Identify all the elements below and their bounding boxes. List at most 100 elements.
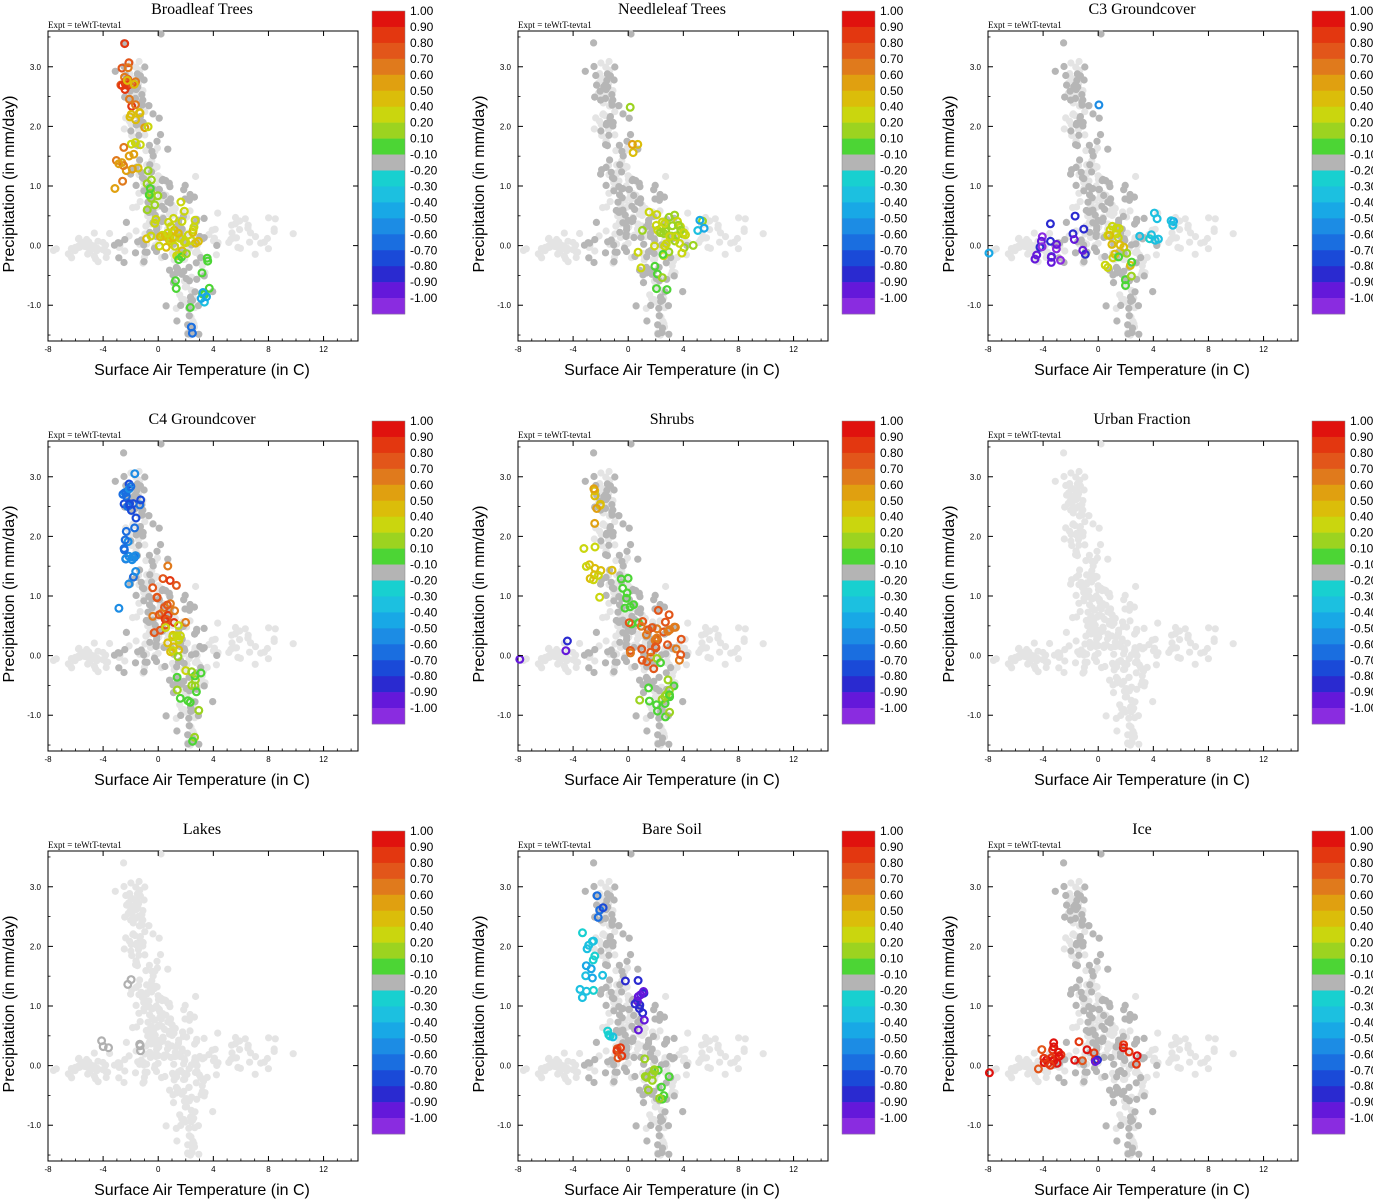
background-point [1211,215,1219,223]
panel-title: Shrubs [650,411,694,428]
neutral-point [608,501,616,509]
background-point [1069,110,1077,119]
background-point [560,229,568,237]
colorbar-label: -1.00 [880,701,908,715]
colorbar-label: 0.60 [1350,478,1373,492]
background-point [1108,611,1116,619]
background-point [140,896,148,904]
colorbar-label: -0.40 [880,605,908,619]
neutral-point [1127,241,1135,249]
colorbar-swatch [372,58,405,76]
neutral-point [1120,186,1128,194]
background-point [236,244,244,252]
neutral-point [610,486,618,494]
neutral-point [1085,141,1093,149]
colorbar-swatch [842,564,875,581]
colorbar-label: 0.50 [880,84,904,98]
background-point [612,632,620,640]
background-point [141,928,149,936]
background-point [711,215,719,223]
neutral-point [177,711,185,719]
neutral-point [615,551,623,559]
x-axis-label: Surface Air Temperature (in C) [564,362,780,379]
background-point [1102,712,1110,720]
background-point [203,663,211,671]
neutral-point [132,591,140,599]
neutral-point [619,152,627,160]
background-point [144,1018,152,1026]
data-point [650,241,660,251]
data-point [142,205,152,215]
background-point [662,172,670,181]
background-point [1055,664,1063,672]
colorbar-label: -0.30 [880,589,908,603]
data-point [153,191,163,201]
neutral-point [122,218,130,226]
background-point [1071,659,1080,667]
data-point [633,139,643,149]
y-tick-label: -1.0 [27,301,41,310]
background-point [1099,624,1107,633]
neutral-point [612,616,620,625]
background-point [159,1010,167,1018]
background-point [1167,645,1175,653]
data-point [628,148,638,158]
background-point [1138,262,1146,270]
colorbar-swatch [842,42,875,60]
y-tick-label: 3.0 [970,63,982,72]
background-point [1093,547,1101,555]
colorbar-label: -0.40 [1350,195,1373,209]
colorbar-swatch [842,154,875,171]
neutral-point [616,228,624,236]
expt-label: Expt = teWtT-tevta1 [518,430,592,440]
background-point [1139,645,1147,653]
background-point [1204,655,1212,663]
colorbar-label: -0.30 [410,179,438,193]
background-point [1044,658,1052,666]
background-point [133,962,141,970]
y-tick-label: 0.0 [970,242,982,251]
background-point [168,1021,176,1029]
neutral-point [604,238,612,246]
colorbar-swatch [372,452,405,470]
y-axis-label: Precipitation (in mm/day) [471,506,488,683]
background-point [1050,651,1059,659]
background-point [1176,244,1184,252]
colorbar-swatch [372,628,405,645]
colorbar-swatch [372,894,405,912]
colorbar-swatch [372,532,405,549]
background-point [270,635,278,643]
neutral-point [122,628,130,636]
data-point [675,238,685,248]
neutral-point [602,121,610,129]
neutral-point [592,218,600,226]
colorbar-label: -0.10 [410,148,438,162]
background-point [236,636,244,644]
background-point [605,57,613,66]
background-point [172,1043,180,1051]
background-point [1125,673,1133,681]
colorbar-label: 0.20 [410,936,434,950]
data-point [146,231,156,241]
colorbar-label: -0.50 [1350,621,1373,635]
neutral-point [146,638,154,646]
background-point [574,248,582,256]
neutral-point [1104,145,1112,153]
background-point [727,649,735,657]
neutral-point [127,127,135,135]
background-point [1203,234,1211,243]
background-point [49,656,58,664]
background-point [67,655,75,663]
colorbar-swatch [372,154,405,171]
neutral-point [647,301,655,309]
colorbar-label: -0.50 [880,211,908,225]
background-point [1140,624,1148,632]
background-point [590,125,598,133]
background-point [721,233,730,241]
colorbar-swatch [842,122,875,139]
x-tick-label: 4 [211,345,216,354]
neutral-point [603,486,611,494]
background-point [599,614,607,622]
background-point [759,230,767,238]
background-point [605,877,613,886]
